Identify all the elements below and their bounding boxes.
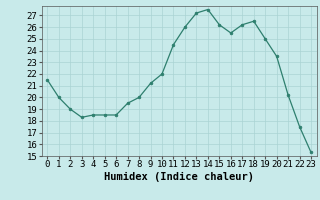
X-axis label: Humidex (Indice chaleur): Humidex (Indice chaleur)	[104, 172, 254, 182]
